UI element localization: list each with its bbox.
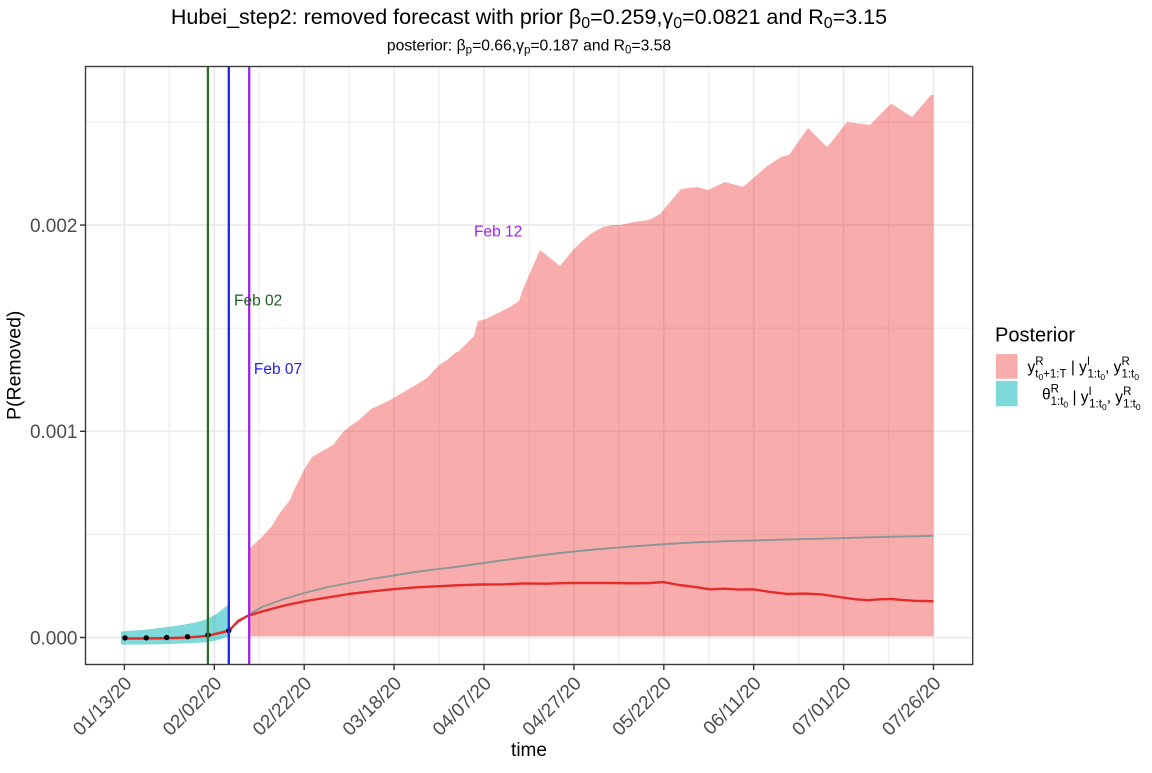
svg-text:θR1:t0 | yI1:t0, yR1:t0: θR 1:t0 | yI 1:t0, yR 1:t0 xyxy=(1042,384,1141,413)
svg-text:Posterior: Posterior xyxy=(995,325,1075,347)
svg-text:0.002: 0.002 xyxy=(30,216,78,237)
svg-text:posterior: βp=0.66,γp=0.187 an: posterior: βp=0.66,γp=0.187 and R0=3.58 xyxy=(387,38,672,57)
svg-text:Feb 02: Feb 02 xyxy=(234,292,282,309)
svg-text:Feb 12: Feb 12 xyxy=(474,223,522,240)
svg-text:P(Removed): P(Removed) xyxy=(4,311,26,420)
svg-text:Feb 07: Feb 07 xyxy=(254,361,302,378)
svg-text:0.001: 0.001 xyxy=(30,422,78,443)
svg-text:0.000: 0.000 xyxy=(30,628,78,649)
svg-text:time: time xyxy=(511,740,547,761)
svg-text:Hubei_step2: removed forecast: Hubei_step2: removed forecast with prior… xyxy=(171,5,887,32)
